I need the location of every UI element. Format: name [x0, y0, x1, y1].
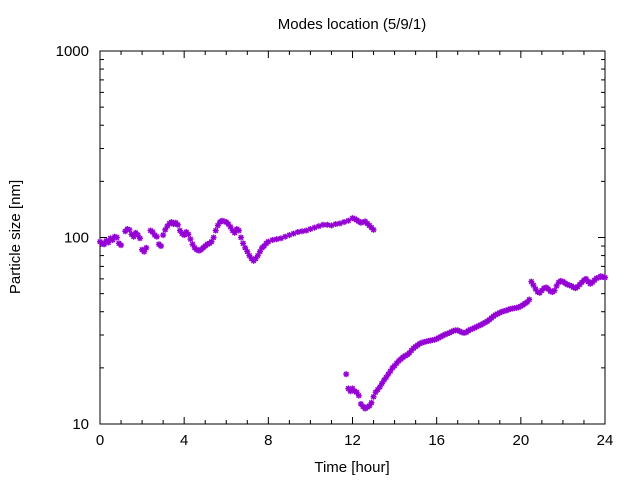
- data-point: [153, 233, 160, 240]
- data-point: [174, 221, 181, 228]
- data-point: [345, 217, 352, 224]
- data-point: [187, 236, 194, 243]
- data-point: [118, 242, 125, 249]
- data-point: [158, 243, 165, 250]
- data-point: [299, 228, 305, 235]
- data-point: [370, 226, 377, 233]
- data-point: [210, 234, 217, 241]
- x-tick-label: 0: [96, 432, 104, 449]
- chart-title: Modes location (5/9/1): [278, 16, 426, 33]
- data-point: [526, 296, 533, 303]
- data-point: [355, 392, 362, 399]
- data-point: [265, 238, 272, 245]
- data-points: [97, 215, 608, 412]
- data-point: [294, 229, 301, 236]
- x-axis-label: Time [hour]: [314, 459, 389, 476]
- data-point: [530, 282, 537, 289]
- data-point: [235, 227, 242, 234]
- y-axis-label: Particle size [nm]: [7, 180, 24, 294]
- data-point: [237, 234, 244, 241]
- data-point: [113, 234, 120, 241]
- data-point: [240, 240, 247, 247]
- data-point: [136, 235, 143, 242]
- data-point: [551, 287, 558, 294]
- data-point: [370, 393, 377, 400]
- data-point: [160, 232, 167, 239]
- y-tick-label: 10: [72, 416, 89, 433]
- plot-frame: [99, 50, 606, 425]
- y-tick-label: 100: [64, 230, 89, 247]
- x-tick-label: 16: [428, 432, 445, 449]
- data-point: [343, 371, 350, 378]
- x-tick-label: 12: [344, 432, 361, 449]
- data-point: [368, 399, 375, 406]
- x-tick-label: 8: [264, 432, 272, 449]
- x-tick-label: 4: [180, 432, 188, 449]
- data-point: [185, 231, 192, 238]
- data-point: [303, 227, 310, 234]
- x-tick-label: 20: [512, 432, 529, 449]
- data-point: [212, 227, 219, 234]
- data-point: [143, 244, 150, 251]
- x-tick-label: 24: [597, 432, 614, 449]
- data-point: [602, 274, 608, 281]
- data-point: [176, 227, 183, 234]
- data-point: [126, 226, 133, 233]
- x-axis: 0 4 8 12 16 20 24: [96, 51, 614, 449]
- y-tick-label: 1000: [56, 43, 89, 60]
